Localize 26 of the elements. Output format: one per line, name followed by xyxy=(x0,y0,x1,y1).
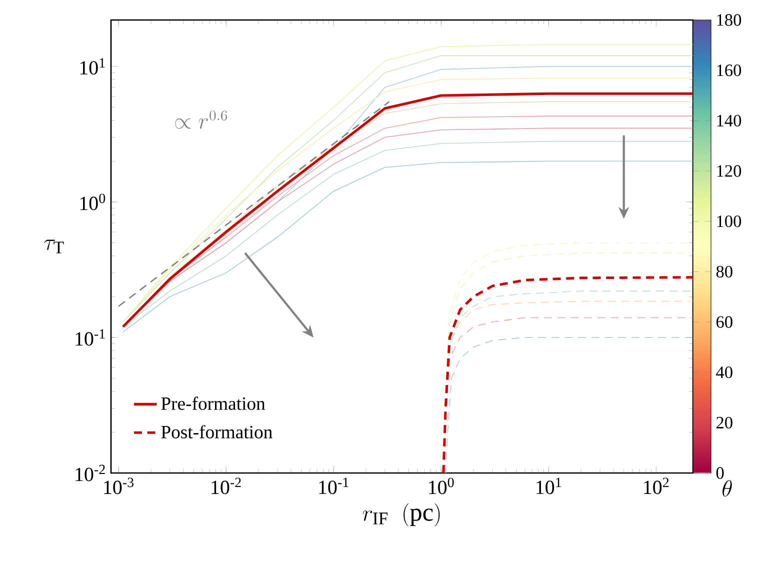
x-tick-label: 10$^{-1}$ xyxy=(319,478,348,494)
x-tick-label: 10$^{-2}$ xyxy=(212,478,241,494)
y-tick-label: 10$^{0}$ xyxy=(80,194,106,210)
y-tick-label: 10$^{1}$ xyxy=(80,58,105,75)
color-bar-label: 40 xyxy=(716,366,732,378)
color-bar-label: 120 xyxy=(717,165,742,177)
color-bar-label: 140 xyxy=(717,114,742,127)
x-tick-label: 10$^{1}$ xyxy=(536,478,561,494)
color-bar-title: $\theta$ xyxy=(722,480,732,497)
x-tick-label: 10$^{2}$ xyxy=(644,478,669,494)
color-bar-label: 80 xyxy=(716,266,732,278)
legend-label: Post-formation xyxy=(161,425,272,438)
y-tick-label: 10$^{-1}$ xyxy=(76,329,105,346)
x-tick-label: 10$^{-3}$ xyxy=(104,478,134,494)
color-bar-label: 0 xyxy=(716,467,724,479)
color-bar-label: 180 xyxy=(717,14,742,26)
color-bar-label: 100 xyxy=(717,215,742,228)
x-tick-label: 10$^{0}$ xyxy=(429,478,454,494)
annotation: $\propto r^{0.6}$ xyxy=(175,110,228,129)
y-tick-label: 10$^{-2}$ xyxy=(76,464,105,482)
color-bar-label: 60 xyxy=(716,316,732,328)
legend-label: Pre-formation xyxy=(161,396,266,410)
y-axis-title: $\tau_{\rm T}$ xyxy=(44,240,64,254)
color-bar-label: 20 xyxy=(716,416,732,429)
color-bar-label: 160 xyxy=(717,64,742,76)
x-axis-title: $r_{\rm IF}\ \ (\rm pc)$ xyxy=(362,503,440,526)
